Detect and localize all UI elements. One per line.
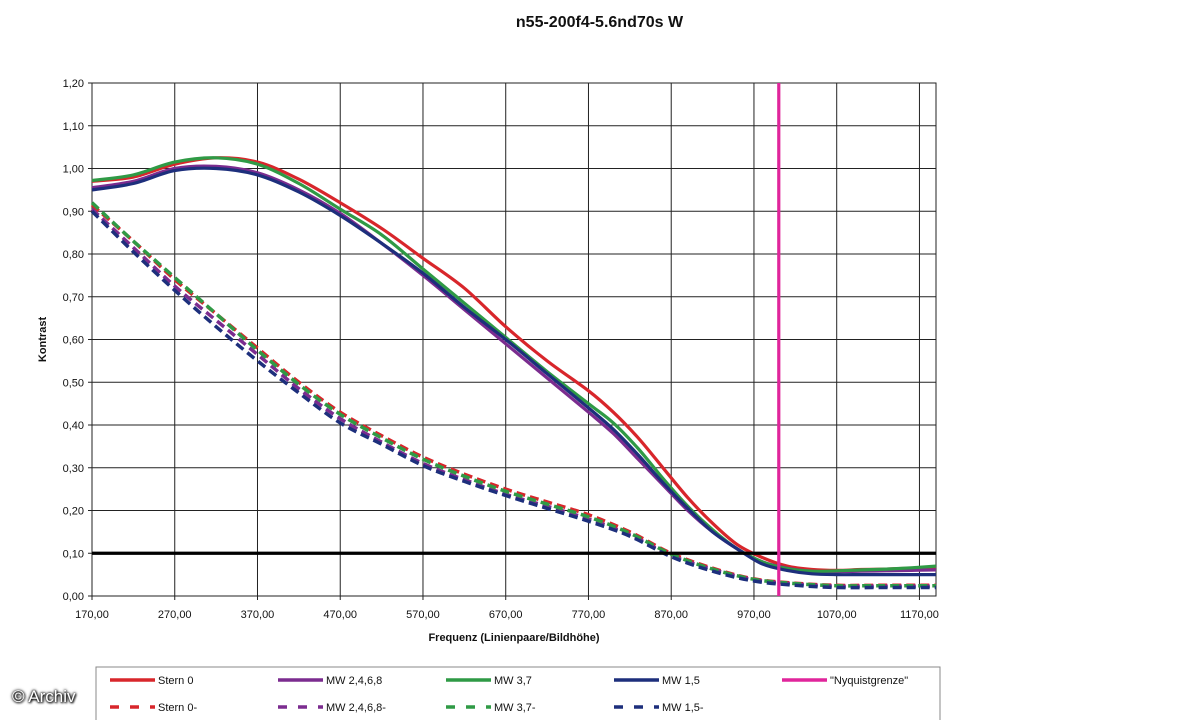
series-line-mw-3-7 <box>91 156 937 573</box>
x-tick-label: 270,00 <box>158 609 192 621</box>
y-tick-label: 0,00 <box>63 591 84 603</box>
y-tick-label: 0,20 <box>63 506 84 518</box>
axes: 0,00 0,10 0,20 0,30 0,40 0,50 0,60 0,70 0,80 0,90… <box>37 78 939 644</box>
legend-label: Stern 0- <box>158 702 197 714</box>
legend-label: MW 1,5 <box>662 675 700 687</box>
y-tick-label: 0,90 <box>63 206 84 218</box>
x-tick-label: 1070,00 <box>817 609 857 621</box>
legend-label: MW 1,5- <box>662 702 704 714</box>
x-tick-label: 770,00 <box>572 609 606 621</box>
watermark-text: © Archiv <box>12 687 76 706</box>
legend-label: MW 2,4,6,8 <box>326 675 382 687</box>
grid <box>91 82 937 597</box>
chart-title: n55-200f4-5.6nd70s W <box>515 14 684 31</box>
y-tick-label: 0,60 <box>63 335 84 347</box>
x-tick-label: 470,00 <box>323 609 357 621</box>
x-tick-label: 570,00 <box>406 609 440 621</box>
y-tick-label: 0,80 <box>63 249 84 261</box>
y-tick-label: 0,30 <box>63 463 84 475</box>
series-layer <box>90 156 937 590</box>
x-tick-label: 370,00 <box>241 609 275 621</box>
reference-lines <box>92 83 936 596</box>
series-line-mw-1-5-dashed <box>90 210 936 590</box>
legend-label: "Nyquistgrenze" <box>830 675 908 687</box>
y-axis-label: Kontrast <box>37 317 49 363</box>
x-tick-label: 870,00 <box>654 609 688 621</box>
y-tick-label: 0,40 <box>63 420 84 432</box>
y-tick-label: 1,10 <box>63 121 84 133</box>
legend-label: MW 3,7- <box>494 702 536 714</box>
legend-label: MW 2,4,6,8- <box>326 702 386 714</box>
legend-label: Stern 0 <box>158 675 193 687</box>
legend-label: MW 3,7 <box>494 675 532 687</box>
y-tick-label: 0,50 <box>63 377 84 389</box>
legend: Stern 0 MW 2,4,6,8 MW 3,7 MW 1,5 "Nyquistgre… <box>95 666 941 720</box>
x-tick-label: 1170,00 <box>900 609 939 621</box>
x-axis-label: Frequenz (Linienpaare/Bildhöhe) <box>428 632 599 644</box>
y-tick-label: 0,70 <box>63 292 84 304</box>
x-tick-label: 670,00 <box>489 609 523 621</box>
series-line-mw-1-5 <box>91 166 936 577</box>
y-tick-label: 0,10 <box>63 548 84 560</box>
y-tick-label: 1,20 <box>63 78 84 90</box>
y-tick-label: 1,00 <box>63 164 84 176</box>
x-tick-label: 970,00 <box>737 609 771 621</box>
legend-box <box>95 666 941 720</box>
x-tick-label: 170,00 <box>75 609 109 621</box>
